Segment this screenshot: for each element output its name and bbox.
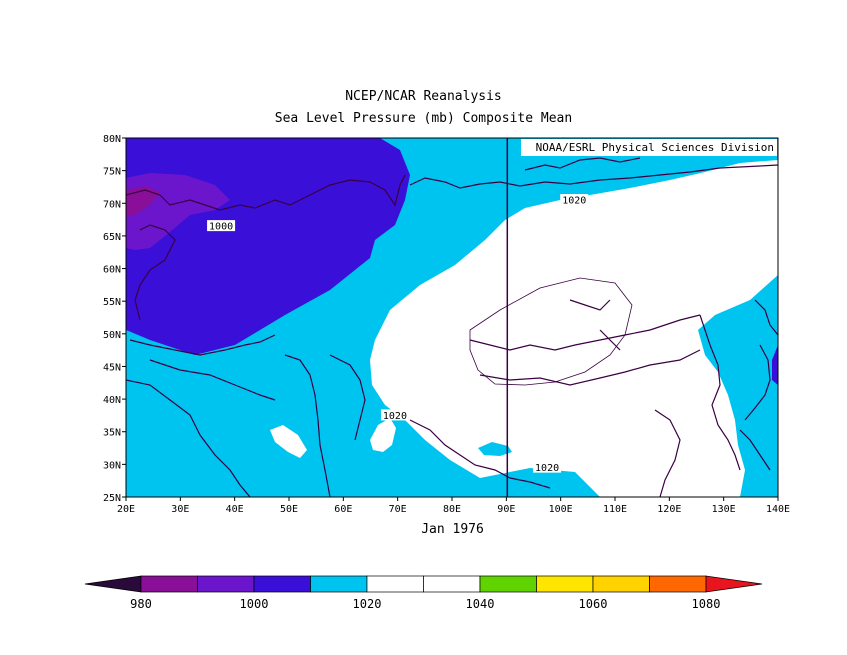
x-tick-label: 80E xyxy=(443,504,461,515)
contour-label-bg xyxy=(533,461,562,473)
contour-label: 1020 xyxy=(535,463,559,474)
region-1010-1020-tibet xyxy=(478,442,512,456)
x-tick-label: 60E xyxy=(334,504,352,515)
colorbar-cell xyxy=(536,575,594,593)
contour-label-bg xyxy=(560,194,589,206)
y-tick-label: 65N xyxy=(103,232,121,243)
x-tick-label: 110E xyxy=(603,504,627,515)
x-tick-label: 140E xyxy=(766,504,790,515)
x-tick-label: 120E xyxy=(657,504,681,515)
chart-subtitle: Sea Level Pressure (mb) Composite Mean xyxy=(274,111,573,126)
axis-ticks: 20E 30E 40E 50E 60E 70E 80E 90E 100E 110E 120E 130E… xyxy=(103,134,790,515)
colorbar-cell xyxy=(592,575,650,593)
x-tick-label: 50E xyxy=(280,504,298,515)
y-tick-label: 60N xyxy=(103,265,121,276)
colorbar-cell xyxy=(423,575,481,593)
y-tick-label: 40N xyxy=(103,395,121,406)
y-tick-label: 25N xyxy=(103,493,121,504)
colorbar-max-arrow xyxy=(705,575,763,593)
colorbar-cell xyxy=(197,575,255,593)
x-tick-label: 90E xyxy=(497,504,515,515)
coastlines xyxy=(126,157,778,497)
credit-box xyxy=(521,139,777,156)
colorbar-tick-label: 1060 xyxy=(579,597,608,611)
y-tick-label: 30N xyxy=(103,460,121,471)
region-1000-1010-east xyxy=(772,345,778,385)
colorbar-cell xyxy=(253,575,311,593)
colorbar-cell xyxy=(310,575,368,593)
y-tick-label: 35N xyxy=(103,428,121,439)
contour-label: 1020 xyxy=(562,196,586,207)
y-tick-label: 50N xyxy=(103,330,121,341)
colorbar-tick-label: 1080 xyxy=(692,597,721,611)
colorbar-cell xyxy=(140,575,198,593)
credit-text: NOAA/ESRL Physical Sciences Division xyxy=(536,141,774,154)
date-label: Jan 1976 xyxy=(421,522,484,537)
chart-title: NCEP/NCAR Reanalysis xyxy=(345,89,502,104)
y-tick-label: 80N xyxy=(103,134,121,145)
colorbar-tick-label: 980 xyxy=(130,597,152,611)
colorbar-tick-label: 1020 xyxy=(353,597,382,611)
colorbar-tick-label: 1000 xyxy=(240,597,269,611)
x-tick-label: 20E xyxy=(117,504,135,515)
colorbar-cell xyxy=(479,575,537,593)
contour-labels: 1000 1020 1020 1020 xyxy=(207,194,589,474)
x-tick-label: 100E xyxy=(549,504,573,515)
contour-label: 1020 xyxy=(383,411,407,422)
colorbar-min-arrow xyxy=(84,575,142,593)
region-1020-1030-iran xyxy=(370,418,396,452)
x-tick-label: 40E xyxy=(226,504,244,515)
y-tick-label: 45N xyxy=(103,362,121,373)
y-tick-label: 75N xyxy=(103,167,121,178)
colorbar-cell xyxy=(366,575,424,593)
y-tick-label: 70N xyxy=(103,199,121,210)
y-tick-label: 55N xyxy=(103,297,121,308)
x-tick-label: 70E xyxy=(389,504,407,515)
colorbar-cell xyxy=(649,575,707,593)
region-1020-1030 xyxy=(370,160,778,497)
contour-label: 1000 xyxy=(209,222,233,233)
region-1020-1030-caspian xyxy=(270,425,307,458)
colorbar-tick-label: 1040 xyxy=(466,597,495,611)
contour-label-bg xyxy=(207,220,236,232)
x-tick-label: 30E xyxy=(171,504,189,515)
contour-1030 xyxy=(469,277,633,386)
contour-label-bg xyxy=(380,409,409,421)
x-tick-label: 130E xyxy=(712,504,736,515)
